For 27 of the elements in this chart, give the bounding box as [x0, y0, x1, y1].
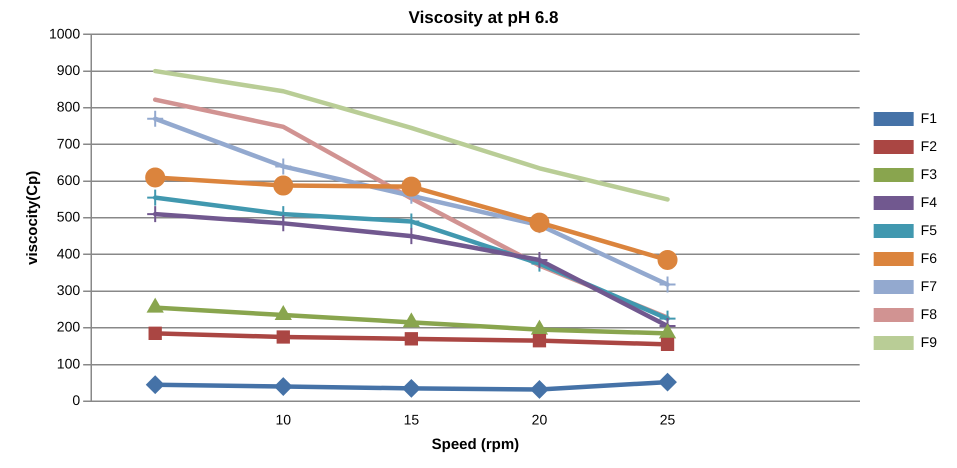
legend-label: F9: [920, 334, 938, 350]
legend-label: F8: [920, 306, 938, 322]
legend-label: F2: [920, 138, 938, 154]
x-axis-title: Speed (rpm): [432, 436, 520, 454]
y-axis-title: viscocity(Cp): [24, 170, 42, 265]
x-tick-label: 10: [275, 411, 292, 428]
y-tick-label: 600: [56, 172, 80, 188]
y-tick-label: 0: [72, 392, 80, 408]
y-tick-label: 1000: [48, 25, 80, 42]
legend-label: F6: [920, 250, 938, 266]
x-tick-label: 25: [660, 411, 676, 428]
legend-label: F5: [920, 222, 938, 238]
y-tick-label: 500: [56, 208, 80, 225]
legend-label: F1: [920, 110, 938, 126]
legend-label: F4: [920, 194, 938, 210]
y-tick-label: 200: [56, 318, 80, 335]
y-tick-label: 700: [56, 135, 80, 152]
y-tick-label: 900: [56, 62, 80, 78]
y-tick-label: 400: [56, 245, 80, 262]
legend-label: F7: [920, 278, 938, 294]
y-tick-label: 800: [56, 98, 80, 115]
y-tick-label: 100: [56, 355, 80, 372]
y-tick-label: 300: [56, 282, 80, 298]
legend-label: F3: [920, 166, 938, 182]
x-tick-label: 20: [532, 411, 548, 428]
chart-title: Viscosity at pH 6.8: [408, 8, 558, 27]
x-tick-label: 15: [404, 411, 420, 428]
